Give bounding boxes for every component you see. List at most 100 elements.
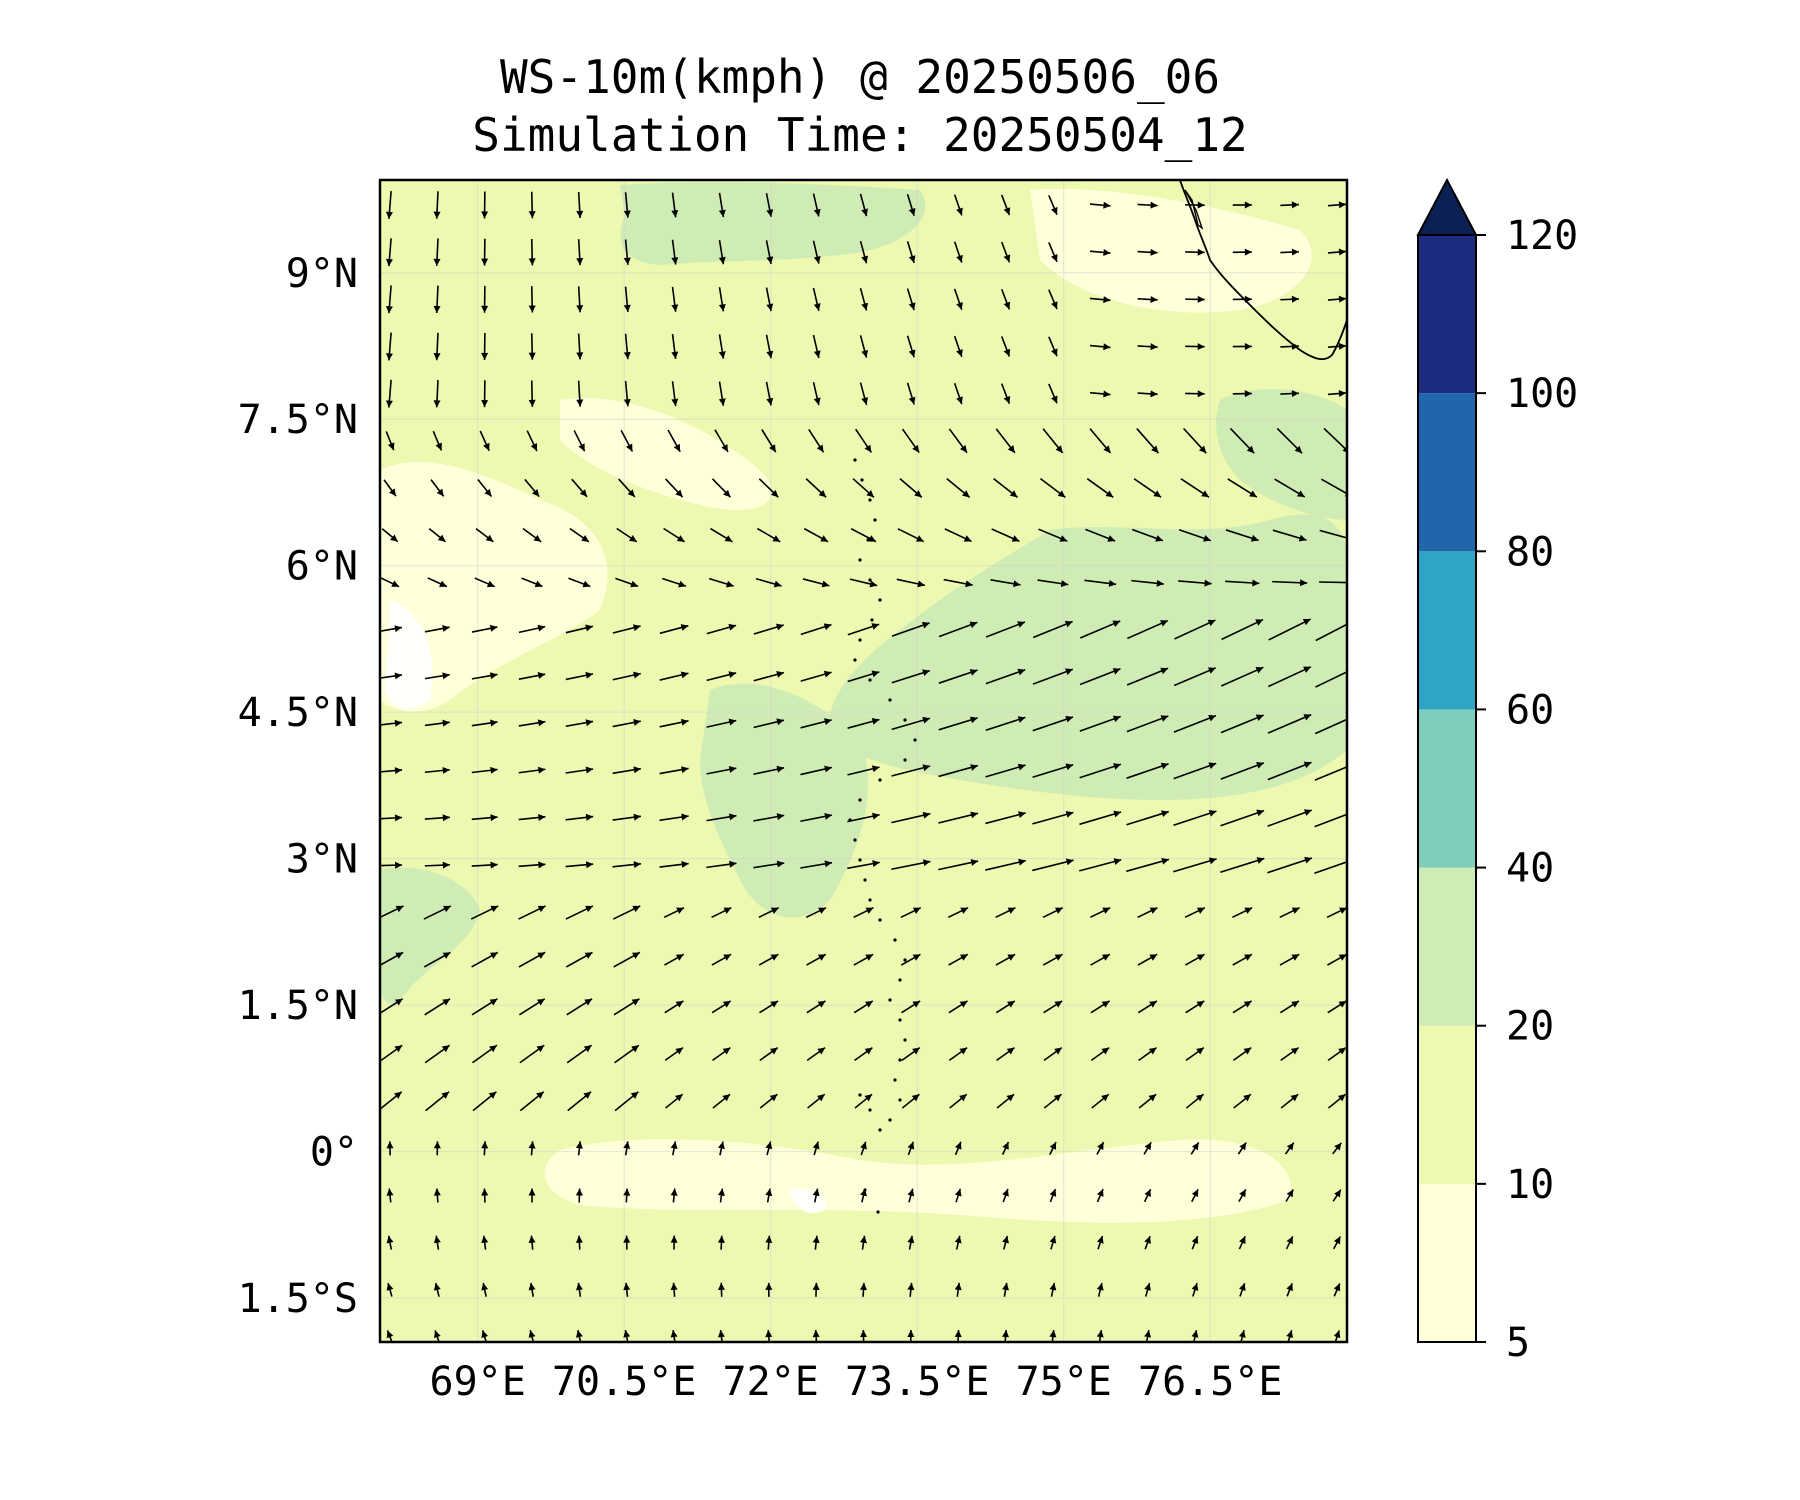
title-line-simulation-time: Simulation Time: 20250504_12 [472, 108, 1248, 162]
wind-vector-arrow [518, 905, 546, 920]
colorbar-tick-label: 20 [1506, 1004, 1554, 1050]
wind-vector-arrow [1267, 761, 1312, 781]
wind-vector-arrow [1049, 1235, 1057, 1250]
wind-vector-arrow [575, 1188, 583, 1203]
wind-vector-arrow [1279, 1000, 1300, 1014]
wind-vector-arrow [753, 765, 785, 776]
wind-vector-arrow [380, 814, 403, 822]
wind-vector-arrow [424, 672, 450, 680]
wind-vector-arrow [477, 478, 493, 498]
wind-vector-arrow [753, 623, 784, 635]
wind-vector-arrow [938, 669, 978, 684]
colorbar-band [1418, 393, 1476, 552]
wind-vector-arrow [906, 382, 916, 405]
wind-vector-arrow [995, 1000, 1016, 1014]
wind-vector-arrow [1173, 809, 1217, 826]
wind-vector-arrow [847, 670, 880, 683]
coastline-detail [1184, 189, 1204, 230]
wind-vector-arrow [1327, 1000, 1347, 1014]
wind-vector-arrow [759, 1046, 779, 1062]
wind-vector-arrow [1173, 857, 1217, 873]
wind-vector-arrow [897, 528, 925, 543]
wind-vector-arrow [522, 527, 542, 543]
wind-vector-arrow [1032, 620, 1073, 639]
wind-vector-arrow [1280, 1046, 1300, 1062]
wind-vector-arrow [847, 765, 880, 776]
wind-vector-arrow [526, 430, 538, 452]
wind-vector-arrow [424, 861, 450, 869]
colorbar-band [1418, 709, 1476, 868]
wind-vector-arrow [664, 1000, 684, 1014]
atoll-island-dot [898, 978, 902, 982]
wind-vector-arrow [433, 191, 441, 219]
wind-vector-arrow [1137, 953, 1158, 966]
wind-vector-arrow [946, 478, 971, 498]
wind-vector-arrow [847, 860, 880, 870]
wind-vector-arrow [481, 333, 489, 360]
wind-vector-arrow [1232, 201, 1252, 209]
wind-vector-arrow [1137, 201, 1158, 209]
wind-vector-arrow [1315, 670, 1347, 688]
wind-vector-arrow [471, 624, 498, 633]
longitude-tick-label: 70.5°E [552, 1359, 697, 1405]
wind-vector-arrow [663, 527, 686, 543]
wind-vector-arrow [423, 905, 452, 920]
wind-vector-arrow [576, 286, 584, 313]
wind-vector-arrow [938, 859, 979, 871]
colorbar-extend-max-arrow [1416, 177, 1478, 236]
wind-vector-arrow [907, 1188, 915, 1203]
wind-vector-arrow [943, 578, 973, 588]
wind-vector-arrow [623, 333, 631, 360]
wind-vector-arrow [612, 624, 641, 634]
wind-vector-arrow [985, 621, 1026, 638]
wind-vector-arrow [901, 1000, 921, 1014]
colorbar-tick-label: 40 [1506, 846, 1554, 892]
wind-vector-arrow [518, 624, 546, 634]
wind-vector-arrow [1279, 953, 1300, 966]
atoll-island-dot [893, 938, 897, 942]
wind-vector-arrow [565, 861, 594, 869]
wind-vector-arrow [1232, 1000, 1253, 1014]
wind-vector-arrow [1090, 953, 1111, 966]
wind-vector-arrow [521, 577, 543, 588]
wind-vector-arrow [906, 194, 916, 216]
wind-vector-arrow [1126, 715, 1169, 733]
wind-vector-arrow [576, 333, 584, 360]
wind-vector-arrow [620, 429, 634, 452]
wind-vector-arrow [1279, 906, 1300, 919]
wind-vector-arrow [423, 951, 451, 968]
wind-vector-arrow [847, 717, 880, 729]
wind-vector-arrow [1326, 953, 1347, 966]
maldives-atolls [848, 458, 917, 1214]
wind-vector-arrow [386, 1141, 394, 1156]
latitude-tick-label: 4.5°N [238, 690, 358, 736]
wind-vector-arrow [433, 332, 441, 361]
wind-vector-arrow [1314, 765, 1347, 781]
wind-vector-arrow [576, 380, 584, 407]
wind-vector-arrow [481, 191, 489, 219]
wind-vector-arrow [1314, 718, 1347, 735]
atoll-island-dot [898, 1058, 902, 1062]
wind-vector-arrow [470, 905, 499, 920]
wind-vector-arrow [1144, 1235, 1151, 1250]
atoll-island-dot [898, 1018, 902, 1022]
wind-vector-arrow [706, 718, 737, 728]
wind-vector-arrow [1032, 810, 1074, 825]
wind-vector-arrow [765, 381, 774, 406]
wind-vector-arrow [706, 623, 737, 635]
wind-vector-arrow [383, 479, 397, 497]
wind-vector-arrow [433, 1282, 441, 1297]
atoll-island-dot [876, 1210, 880, 1214]
wind-vector-arrow [1137, 390, 1158, 398]
wind-vector-arrow [800, 765, 832, 776]
wind-vector-arrow [1043, 1093, 1062, 1109]
wind-vector-arrow [985, 668, 1026, 685]
wind-vector-arrow [1238, 1282, 1246, 1297]
wind-vector-arrow [380, 625, 403, 633]
wind-vector-arrow [1174, 619, 1216, 640]
wind-vector-arrow [433, 238, 441, 266]
wind-vector-arrow [954, 1188, 962, 1203]
wind-vector-arrow [985, 811, 1026, 825]
wind-vector-arrow [1185, 295, 1205, 303]
wind-vector-arrow [1126, 857, 1170, 873]
